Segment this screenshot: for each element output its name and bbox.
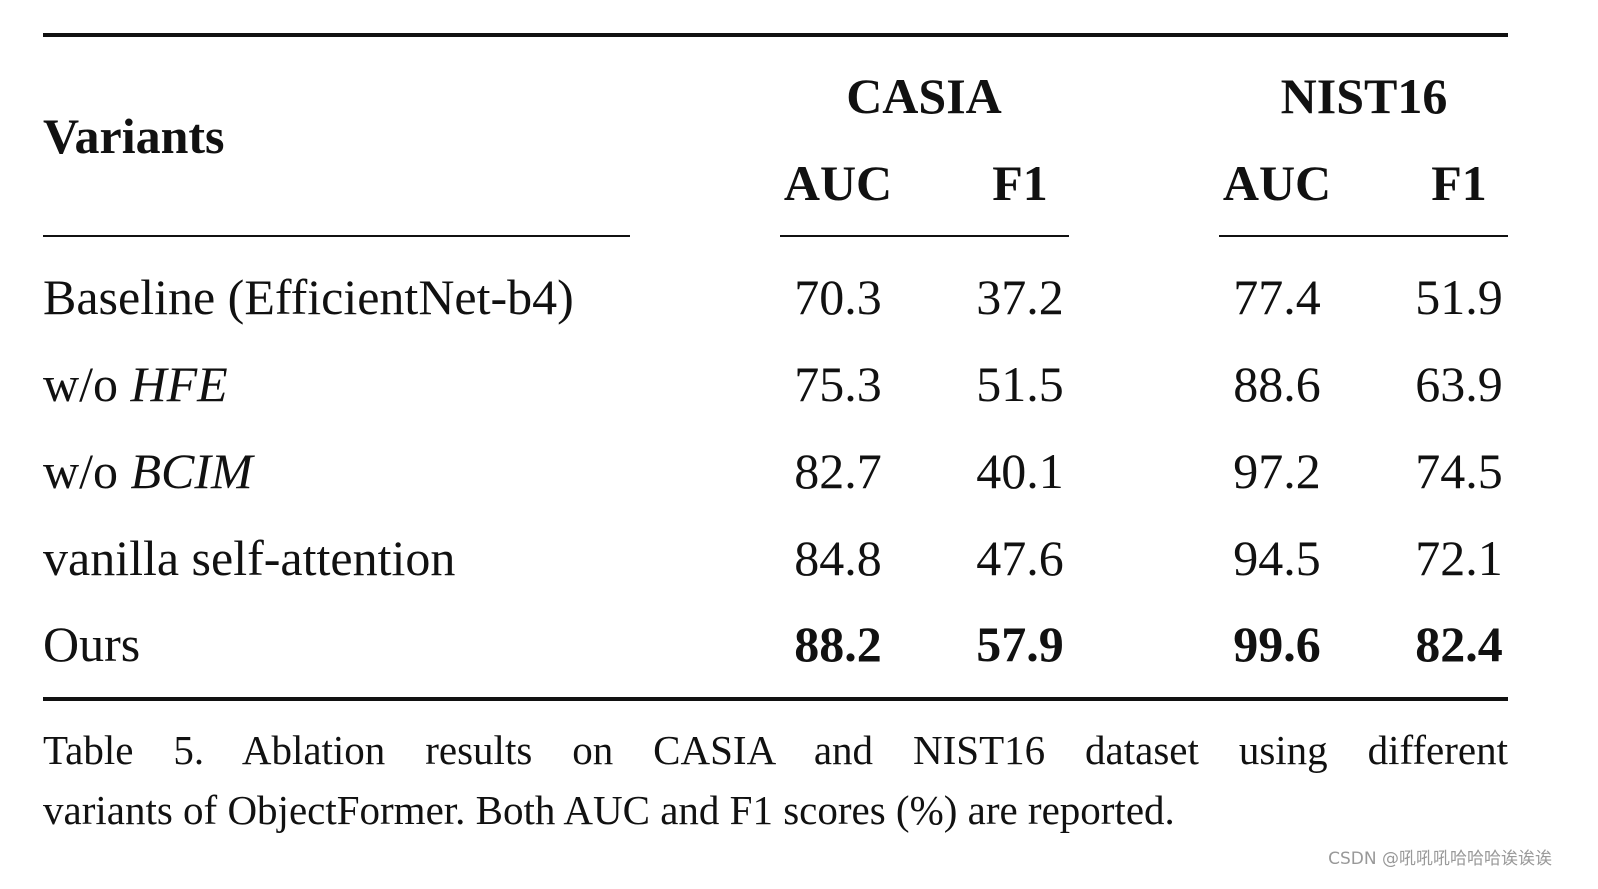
watermark: CSDN @吼吼吼哈哈哈诶诶诶 — [1328, 849, 1552, 869]
header-nist-auc: AUC — [1222, 155, 1332, 211]
caption-line-2: variants of ObjectFormer. Both AUC and F… — [43, 787, 1175, 833]
row-label: Baseline (EfficientNet-b4) — [43, 272, 574, 322]
table-cell: 74.5 — [1415, 443, 1503, 499]
row-label-text: Baseline (EfficientNet-b4) — [43, 269, 574, 325]
row-label-text: w/o — [43, 443, 131, 499]
bottom-rule — [43, 697, 1508, 701]
table-cell: 75.3 — [794, 356, 882, 412]
header-nist-f1: F1 — [1431, 155, 1487, 211]
row-label-text: vanilla self-attention — [43, 530, 456, 586]
table-cell: 37.2 — [976, 269, 1064, 325]
table-cell: 88.2 — [794, 616, 882, 672]
table-cell: 63.9 — [1415, 356, 1503, 412]
table-cell: 72.1 — [1415, 530, 1503, 586]
table-cell: 77.4 — [1233, 269, 1321, 325]
row-label-text: w/o — [43, 356, 131, 412]
table-cell: 94.5 — [1233, 530, 1321, 586]
table-cell: 70.3 — [794, 269, 882, 325]
table-cell: 51.9 — [1415, 269, 1503, 325]
mid-rule-casia — [780, 235, 1069, 237]
mid-rule-variants — [43, 235, 630, 237]
table-cell: 88.6 — [1233, 356, 1321, 412]
table-cell: 97.2 — [1233, 443, 1321, 499]
row-label: Ours — [43, 619, 140, 669]
header-variants: Variants — [43, 108, 225, 164]
table-cell: 40.1 — [976, 443, 1064, 499]
table-cell: 51.5 — [976, 356, 1064, 412]
header-casia: CASIA — [846, 68, 1002, 124]
row-label: w/o HFE — [43, 359, 228, 409]
header-casia-f1: F1 — [992, 155, 1048, 211]
row-label: w/o BCIM — [43, 446, 253, 496]
top-rule — [43, 33, 1508, 37]
table-cell: 47.6 — [976, 530, 1064, 586]
table-cell: 84.8 — [794, 530, 882, 586]
table-cell: 82.7 — [794, 443, 882, 499]
row-label: vanilla self-attention — [43, 533, 455, 583]
row-label-module: HFE — [130, 356, 228, 412]
mid-rule-nist — [1219, 235, 1508, 237]
header-nist16: NIST16 — [1280, 68, 1448, 124]
caption-line-1: Table 5. Ablation results on CASIA and N… — [43, 727, 1508, 773]
table-cell: 99.6 — [1233, 616, 1321, 672]
row-label-text: Ours — [43, 616, 141, 672]
table-cell: 82.4 — [1415, 616, 1503, 672]
header-casia-auc: AUC — [783, 155, 893, 211]
row-label-module: BCIM — [130, 443, 253, 499]
table-cell: 57.9 — [976, 616, 1064, 672]
